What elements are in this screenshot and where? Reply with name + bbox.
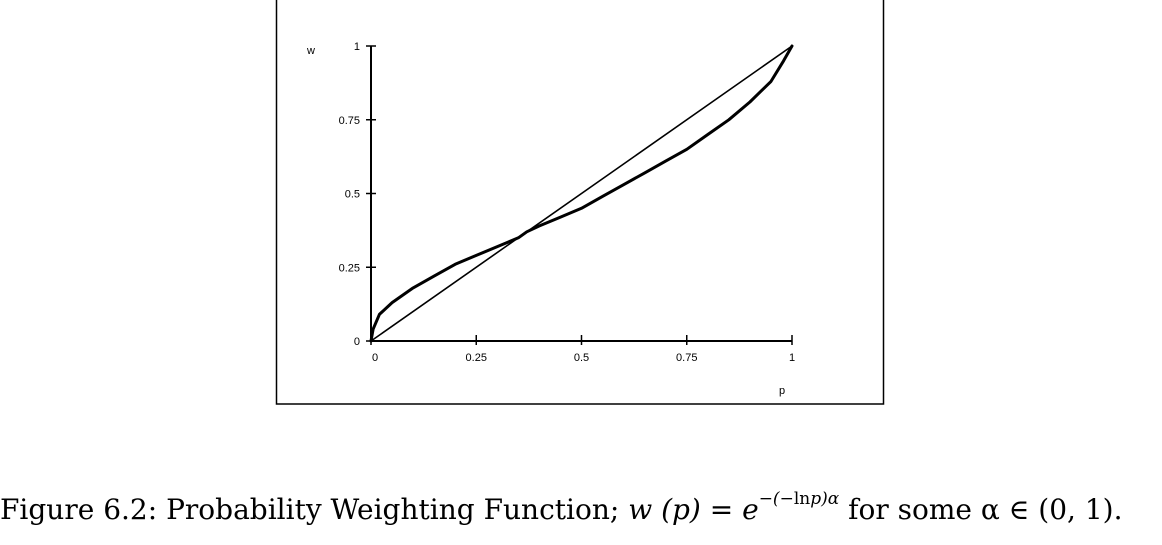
y-tick-label: 1 bbox=[354, 41, 360, 53]
y-tick-label: 0.75 bbox=[339, 115, 360, 127]
x-tick-label: 0.25 bbox=[466, 352, 487, 364]
y-axis-label: w bbox=[306, 45, 315, 57]
figure-caption: Figure 6.2: Probability Weighting Functi… bbox=[0, 486, 1162, 534]
x-tick-label: 1 bbox=[789, 352, 795, 364]
y-tick-label: 0 bbox=[354, 336, 360, 348]
x-tick-label: 0.75 bbox=[676, 352, 697, 364]
caption-exp-post: p) bbox=[810, 489, 828, 509]
chart-frame bbox=[275, 0, 885, 405]
series-layer bbox=[369, 44, 794, 343]
chart: 0 0.25 0.5 0.75 1 0 0.25 0.5 0.75 1 p w bbox=[275, 0, 885, 405]
y-tick-label: 0.25 bbox=[339, 262, 360, 274]
caption-formula-tail: for some α ∈ (0, 1). bbox=[848, 493, 1123, 526]
x-tick-label: 0 bbox=[372, 352, 378, 364]
caption-formula-exponent: −(−lnp)α bbox=[759, 489, 840, 509]
caption-formula-lhs: w (p) = e bbox=[628, 493, 759, 526]
caption-exp-alpha: α bbox=[827, 489, 840, 509]
x-axis-label: p bbox=[779, 385, 785, 397]
caption-exp-pre: −(− bbox=[758, 489, 794, 509]
y-ticks: 0 0.25 0.5 0.75 1 bbox=[339, 41, 376, 348]
series-line-diagonal bbox=[370, 45, 793, 342]
caption-exp-ln: ln bbox=[793, 489, 811, 509]
y-tick-label: 0.5 bbox=[345, 189, 360, 201]
caption-text: Probability Weighting Function; bbox=[166, 493, 620, 526]
x-ticks: 0 0.25 0.5 0.75 1 bbox=[370, 335, 795, 364]
caption-label: Figure 6.2: bbox=[0, 493, 158, 526]
series-line-weighting-curve bbox=[369, 44, 794, 343]
x-tick-label: 0.5 bbox=[574, 352, 589, 364]
